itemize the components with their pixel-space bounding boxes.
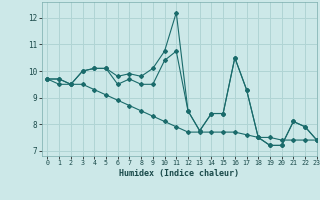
X-axis label: Humidex (Indice chaleur): Humidex (Indice chaleur) [119, 169, 239, 178]
